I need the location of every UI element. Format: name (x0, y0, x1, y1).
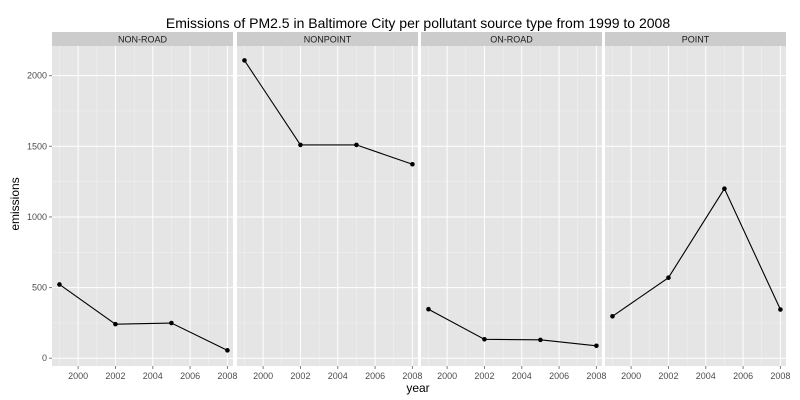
facet-strip-label: ON-ROAD (490, 35, 533, 45)
x-tick-label: 2002 (105, 371, 125, 381)
series-line (428, 308, 597, 347)
data-point (113, 321, 118, 327)
x-tick-label: 2004 (143, 371, 163, 381)
x-tick-label: 2000 (68, 371, 88, 381)
series-line (612, 187, 781, 317)
y-axis: 0 500 1000 1500 2000 (27, 71, 52, 363)
data-point (538, 337, 543, 343)
x-tick-label: 2004 (512, 371, 532, 381)
x-tick-label: 2008 (586, 371, 606, 381)
x-tick-label: 2004 (328, 371, 348, 381)
x-tick-label: 2002 (474, 371, 494, 381)
data-point (482, 336, 487, 342)
series-line (244, 60, 413, 165)
facet-panel-background (52, 46, 233, 366)
x-tick-label: 2006 (733, 371, 753, 381)
data-point (778, 307, 783, 312)
x-axis-title: year (406, 381, 429, 395)
facet-panel-background (421, 46, 602, 366)
facet-panel-background (605, 46, 786, 366)
facet-strip (421, 32, 602, 46)
facet-strip (605, 32, 786, 46)
facet-non-road: NON-ROAD 2000 2002 2004 2006 2008 (52, 32, 237, 381)
data-point (666, 275, 671, 280)
x-tick-label: 2008 (770, 371, 790, 381)
facet-strip-label: NONPOINT (304, 35, 352, 45)
data-point (242, 58, 247, 63)
x-tick-label: 2006 (549, 371, 569, 381)
x-tick-label: 2006 (180, 371, 200, 381)
facet-strip (52, 32, 233, 46)
x-tick-label: 2002 (290, 371, 310, 381)
x-tick-label: 2008 (402, 371, 422, 381)
chart-title: Emissions of PM2.5 in Baltimore City per… (166, 15, 670, 31)
y-tick-label: 1000 (27, 212, 47, 222)
data-point (354, 142, 359, 148)
data-point (225, 348, 230, 353)
x-tick-label: 2002 (658, 371, 678, 381)
x-tick-label: 2000 (437, 371, 457, 381)
facet-nonpoint: NONPOINT 2000 2002 2004 2006 2008 (237, 32, 422, 381)
x-tick-label: 2006 (365, 371, 385, 381)
facet-on-road: ON-ROAD 2000 2002 2004 2006 2008 (421, 32, 606, 381)
x-tick-label: 2000 (621, 371, 641, 381)
facet-panel-background (237, 46, 418, 366)
facet-panels: NON-ROAD 2000 2002 2004 2006 2008 NONPOINT 2000… (52, 32, 790, 381)
y-tick-label: 500 (32, 283, 47, 293)
x-tick-label: 2008 (217, 371, 237, 381)
data-point (426, 306, 431, 312)
series-line (59, 284, 228, 351)
y-tick-label: 2000 (27, 71, 47, 81)
data-point (298, 142, 303, 148)
y-tick-label: 1500 (27, 141, 47, 151)
facet-strip (237, 32, 418, 46)
y-axis-title: emissions (8, 177, 22, 230)
data-point (610, 313, 615, 319)
data-point (410, 161, 415, 167)
facet-strip-label: NON-ROAD (118, 35, 167, 45)
x-tick-label: 2004 (696, 371, 716, 381)
x-tick-label: 2000 (253, 371, 273, 381)
data-point (169, 320, 174, 326)
facet-point: POINT 2000 2002 2004 2006 2008 (605, 32, 790, 381)
facet-strip-label: POINT (682, 35, 710, 45)
data-point (594, 343, 599, 349)
data-point (57, 282, 62, 287)
data-point (722, 186, 727, 191)
y-tick-label: 0 (42, 353, 47, 363)
